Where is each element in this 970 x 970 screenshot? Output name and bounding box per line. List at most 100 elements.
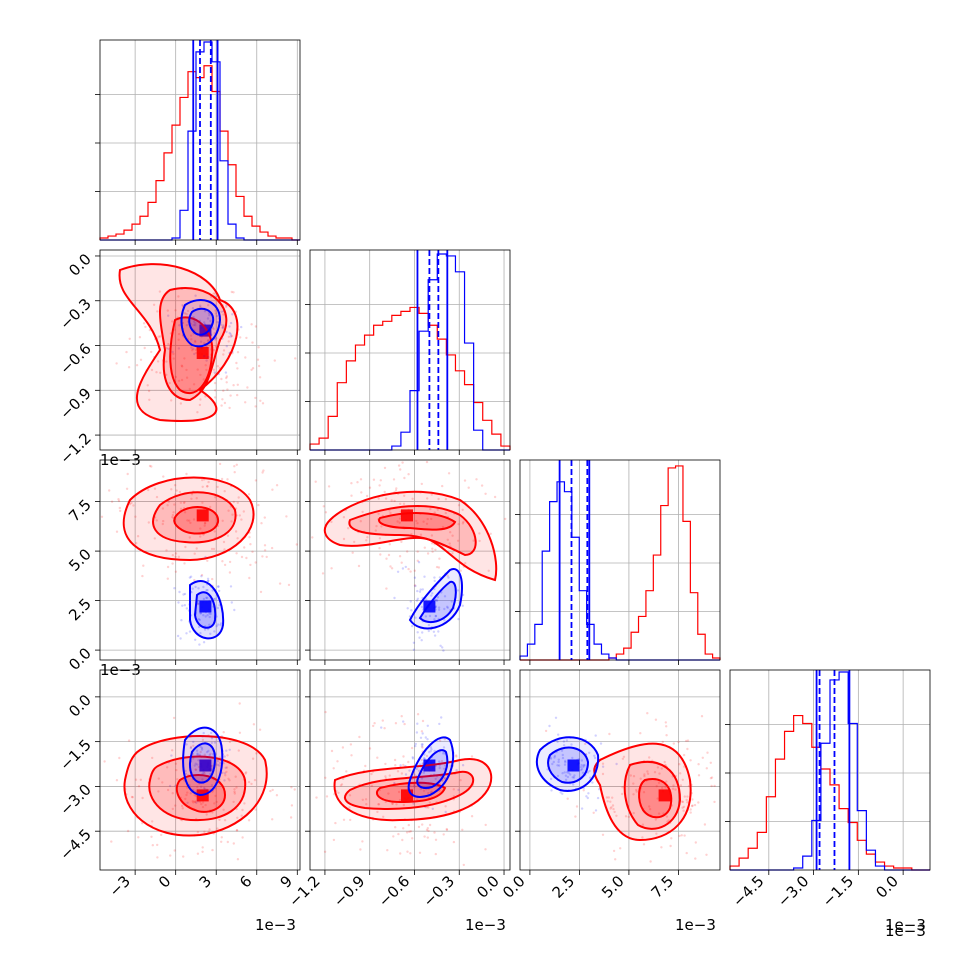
y-tick-label: 7.5: [65, 496, 95, 526]
sample-point-blue: [215, 337, 218, 340]
sample-point-red: [254, 479, 258, 482]
sample-point-red: [157, 335, 160, 338]
sample-point-red: [402, 755, 405, 758]
sample-point-red: [612, 849, 616, 853]
sample-point-red: [222, 389, 225, 392]
sample-point-blue: [380, 726, 383, 729]
sample-point-red: [238, 731, 242, 734]
sample-point-red: [348, 806, 351, 809]
sample-point-blue: [433, 579, 436, 583]
sample-point-red: [180, 378, 184, 382]
sample-point-red: [174, 552, 178, 555]
sample-point-red: [445, 828, 449, 832]
sample-point-red: [671, 787, 675, 790]
sample-point-red: [351, 551, 354, 554]
x-tick-label: −0.6: [375, 872, 413, 910]
sample-point-blue: [435, 599, 439, 602]
sample-point-red: [656, 766, 660, 769]
sample-point-red: [434, 852, 437, 856]
sample-point-red: [171, 749, 174, 752]
sample-point-red: [391, 802, 394, 805]
sample-point-red: [170, 488, 173, 491]
sample-point-red: [240, 814, 243, 817]
sample-point-red: [235, 552, 238, 555]
density-core-blue: [199, 600, 212, 613]
sample-point-blue: [219, 761, 222, 765]
sample-point-red: [378, 537, 382, 540]
sample-point-blue: [560, 749, 564, 752]
sample-point-red: [337, 791, 340, 794]
sample-point-blue: [205, 589, 208, 592]
sample-point-red: [438, 739, 442, 742]
sample-point-red: [381, 719, 384, 722]
sample-point-red: [669, 844, 672, 848]
sample-point-red: [275, 484, 279, 487]
sample-point-blue: [571, 776, 574, 779]
sample-point-red: [674, 788, 677, 791]
sample-point-red: [430, 534, 434, 537]
sample-point-blue: [443, 767, 446, 770]
sample-point-red: [387, 553, 391, 557]
sample-point-red: [430, 493, 433, 496]
sample-point-blue: [222, 324, 225, 327]
sample-point-red: [157, 777, 160, 780]
y-tick-label: 0.0: [65, 250, 95, 280]
sample-point-red: [225, 305, 228, 308]
x-tick-label: 2.5: [549, 872, 579, 902]
sample-point-blue: [429, 750, 432, 753]
sample-point-red: [211, 577, 214, 581]
sample-point-red: [137, 785, 141, 788]
sample-point-blue: [203, 310, 207, 313]
sample-point-red: [612, 807, 615, 811]
sample-point-red: [357, 564, 361, 568]
sample-point-blue: [599, 742, 603, 745]
sample-point-red: [127, 739, 131, 742]
sample-point-blue: [419, 588, 422, 591]
y-tick-label: 2.5: [65, 595, 95, 625]
sample-point-red: [193, 552, 196, 555]
sample-point-red: [685, 851, 688, 855]
sample-point-red: [138, 336, 142, 339]
sample-point-blue: [447, 576, 450, 579]
sample-point-red: [201, 501, 204, 504]
sample-point-red: [236, 383, 239, 386]
x-tick-label: 0.0: [872, 872, 902, 902]
sample-point-red: [228, 740, 232, 744]
sample-point-red: [430, 790, 433, 793]
sample-point-blue: [229, 333, 232, 336]
sample-point-red: [256, 358, 260, 361]
sample-point-blue: [434, 614, 438, 618]
sample-point-red: [400, 715, 403, 718]
sample-point-red: [484, 492, 487, 495]
sample-point-red: [142, 564, 145, 567]
sample-point-red: [478, 532, 481, 535]
sample-point-red: [440, 759, 444, 763]
sample-point-red: [399, 852, 402, 855]
sample-point-red: [159, 371, 162, 374]
sample-point-red: [172, 352, 175, 356]
sample-point-blue: [587, 792, 590, 795]
sample-point-red: [643, 773, 646, 776]
sample-point-red: [228, 779, 231, 782]
sample-point-red: [394, 764, 397, 767]
sample-point-blue: [191, 307, 195, 310]
sample-point-red: [232, 842, 235, 845]
sample-point-red: [654, 718, 658, 721]
sample-point-red: [166, 788, 170, 792]
sample-point-red: [641, 823, 645, 826]
sample-point-red: [341, 746, 345, 749]
sample-point-red: [664, 721, 667, 724]
x-tick-label: 3: [196, 872, 215, 891]
contour-blue: [547, 746, 590, 784]
sample-point-red: [416, 550, 419, 553]
sample-point-blue: [203, 355, 206, 358]
x-offset-label: 1e−3: [255, 916, 296, 934]
sample-point-red: [134, 515, 137, 518]
sample-point-blue: [199, 785, 203, 788]
sample-point-blue: [416, 722, 419, 725]
sample-point-red: [201, 801, 205, 804]
sample-point-red: [259, 399, 262, 402]
sample-point-red: [407, 567, 410, 571]
sample-point-red: [173, 849, 176, 852]
sample-point-red: [648, 756, 651, 759]
